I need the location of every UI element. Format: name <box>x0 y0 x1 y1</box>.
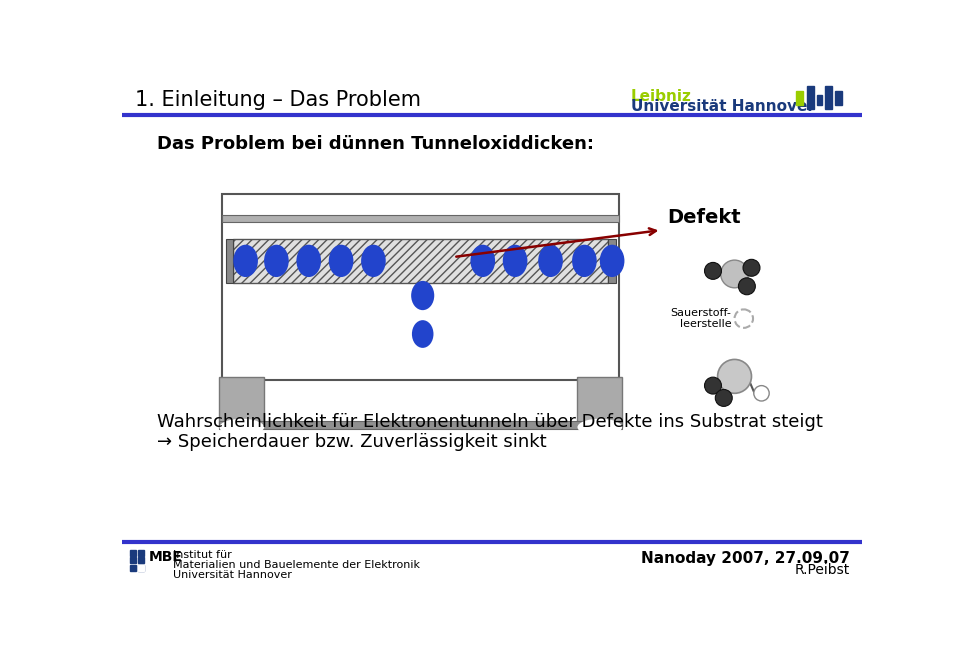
Text: Sauerstoff-
leerstelle: Sauerstoff- leerstelle <box>671 308 732 330</box>
Bar <box>138 557 144 563</box>
Ellipse shape <box>264 244 289 277</box>
Circle shape <box>738 278 756 295</box>
Circle shape <box>743 259 760 276</box>
Bar <box>138 565 144 571</box>
Text: → Speicherdauer bzw. Zuverlässigkeit sinkt: → Speicherdauer bzw. Zuverlässigkeit sin… <box>157 433 546 451</box>
Bar <box>131 549 136 556</box>
Bar <box>817 95 822 105</box>
Text: Universität Hannover: Universität Hannover <box>631 99 814 114</box>
Ellipse shape <box>361 244 386 277</box>
Bar <box>131 557 136 563</box>
Ellipse shape <box>233 244 258 277</box>
Bar <box>138 565 144 571</box>
Text: Nanoday 2007, 27.09.07: Nanoday 2007, 27.09.07 <box>641 551 850 566</box>
Ellipse shape <box>411 281 434 310</box>
Circle shape <box>721 260 749 288</box>
Text: O: O <box>757 388 766 398</box>
Bar <box>223 194 619 380</box>
Ellipse shape <box>503 244 527 277</box>
Bar <box>220 421 622 429</box>
Text: R.Peibst: R.Peibst <box>795 563 850 577</box>
Ellipse shape <box>412 320 434 348</box>
Ellipse shape <box>572 244 597 277</box>
Ellipse shape <box>578 419 622 436</box>
Text: Universität Hannover: Universität Hannover <box>173 570 292 580</box>
Circle shape <box>754 386 769 401</box>
Text: Materialien und Bauelemente der Elektronik: Materialien und Bauelemente der Elektron… <box>173 560 420 570</box>
Bar <box>220 377 264 427</box>
Ellipse shape <box>328 244 353 277</box>
Ellipse shape <box>220 419 264 436</box>
Circle shape <box>715 390 732 406</box>
Text: Das Problem bei dünnen Tunneloxiddicken:: Das Problem bei dünnen Tunneloxiddicken: <box>157 135 594 153</box>
Ellipse shape <box>600 244 624 277</box>
Text: Institut für: Institut für <box>173 550 232 560</box>
Circle shape <box>718 360 752 394</box>
Text: Wahrscheinlichkeit für Elektronentunneln über Defekte ins Substrat steigt: Wahrscheinlichkeit für Elektronentunneln… <box>157 412 823 430</box>
Bar <box>834 91 842 105</box>
Text: Si: Si <box>729 370 740 383</box>
Circle shape <box>705 377 722 394</box>
Circle shape <box>734 310 753 328</box>
Bar <box>223 215 619 222</box>
Bar <box>131 565 136 571</box>
Ellipse shape <box>297 244 321 277</box>
Bar <box>578 377 622 427</box>
Circle shape <box>705 262 722 279</box>
Bar <box>226 238 233 283</box>
Bar <box>233 238 609 283</box>
Bar <box>609 238 616 283</box>
Bar <box>138 549 144 556</box>
Bar <box>807 86 814 109</box>
Text: 1. Einleitung – Das Problem: 1. Einleitung – Das Problem <box>134 90 420 110</box>
Ellipse shape <box>470 244 495 277</box>
Text: MBE: MBE <box>149 549 182 563</box>
Bar <box>796 91 804 105</box>
Text: Leibniz: Leibniz <box>631 89 691 104</box>
Ellipse shape <box>539 244 563 277</box>
Text: Defekt: Defekt <box>667 208 741 227</box>
Bar <box>825 86 831 109</box>
